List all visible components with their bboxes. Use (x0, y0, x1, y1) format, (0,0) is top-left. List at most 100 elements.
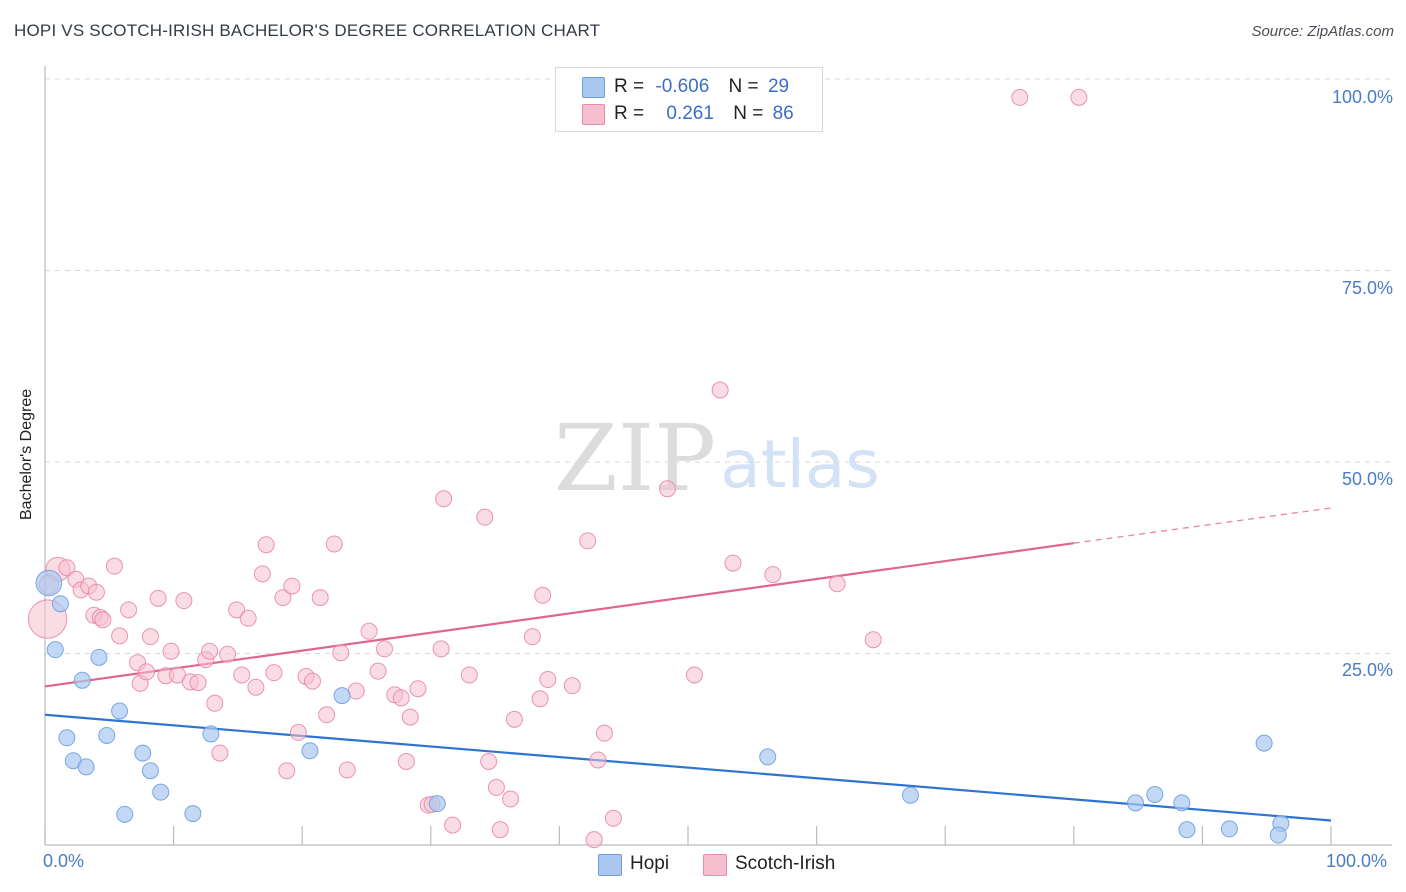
scotch-irish-point-37 (274, 589, 292, 607)
scotch-irish-point-45 (325, 535, 343, 553)
scotch-irish-trend-line (44, 542, 1074, 688)
scotch-irish-point-26 (201, 642, 219, 660)
watermark-atlas: atlas (720, 426, 880, 503)
scotch-irish-point-53 (392, 689, 410, 707)
hopi-point-3 (90, 648, 108, 666)
hopi-point-18 (428, 795, 446, 813)
scotch-irish-point-67 (502, 790, 520, 808)
scotch-irish-point-55 (401, 708, 419, 726)
scotch-irish-point-42 (303, 672, 321, 690)
legend-scotch-irish-swatch (582, 104, 605, 125)
hopi-point-11 (134, 744, 152, 762)
legend-hopi-swatch (582, 77, 605, 98)
legend-hopi-r-value: -0.606 (655, 76, 710, 97)
x-tick-100: 100.0% (1326, 851, 1388, 871)
hopi-point-4 (73, 671, 91, 689)
scotch-irish-point-62 (460, 666, 478, 684)
series-legend-hopi-swatch (598, 854, 622, 876)
scotch-irish-point-66 (491, 821, 509, 839)
series-legend-scotch-irish-swatch (703, 854, 727, 876)
y-tick-100: 100.0% (1331, 87, 1393, 107)
hopi-point-19 (759, 748, 777, 766)
hopi-point-21 (1127, 794, 1145, 812)
hopi-point-16 (116, 805, 134, 823)
legend-hopi-n-label: N = (728, 76, 759, 97)
scotch-irish-point-33 (247, 678, 265, 696)
scotch-irish-point-56 (409, 680, 427, 698)
hopi-point-13 (301, 742, 319, 760)
hopi-point-24 (1178, 821, 1196, 839)
hopi-point-20 (901, 786, 919, 804)
scotch-irish-point-38 (278, 762, 296, 780)
hopi-point-14 (333, 687, 351, 705)
series-legend: Hopi Scotch-Irish (0, 851, 1406, 877)
hopi-point-7 (98, 726, 116, 744)
scotch-irish-point-86 (1011, 88, 1029, 106)
hopi-point-28 (1269, 826, 1287, 844)
scotch-irish-point-82 (764, 566, 782, 584)
scotch-irish-point-79 (658, 480, 676, 498)
scotch-irish-point-63 (476, 508, 494, 526)
scotch-irish-point-75 (585, 831, 603, 849)
legend-scotch-irish-n-value: 86 (772, 103, 794, 124)
scotch-irish-point-74 (579, 532, 597, 550)
data-points (27, 88, 1290, 849)
hopi-point-10 (77, 758, 95, 776)
scotch-irish-point-17 (141, 628, 159, 646)
scotch-irish-point-27 (206, 694, 224, 712)
hopi-point-2 (46, 641, 64, 659)
trend-lines (44, 507, 1332, 822)
hopi-point-17 (184, 805, 202, 823)
hopi-point-8 (202, 725, 220, 743)
scotch-irish-point-65 (487, 779, 505, 797)
chart-title: HOPI VS SCOTCH-IRISH BACHELOR'S DEGREE C… (14, 21, 601, 40)
hopi-point-1 (51, 595, 69, 613)
hopi-point-25 (1220, 820, 1238, 838)
series-legend-scotch-irish-label: Scotch-Irish (735, 853, 836, 874)
scotch-irish-point-43 (311, 589, 329, 607)
hopi-trend-line (44, 713, 1332, 822)
scotch-irish-point-77 (595, 724, 613, 742)
scotch-irish-point-32 (239, 609, 257, 627)
scotch-irish-point-46 (332, 644, 350, 662)
legend-scotch-irish-r-value: 0.261 (666, 103, 714, 124)
scotch-irish-point-47 (338, 761, 356, 779)
scotch-irish-point-83 (828, 575, 846, 593)
scotch-irish-point-68 (505, 710, 523, 728)
scotch-irish-point-54 (397, 753, 415, 771)
scotch-irish-point-59 (432, 640, 450, 658)
scotch-irish-point-48 (347, 682, 365, 700)
hopi-point-26 (1255, 734, 1273, 752)
scotch-irish-point-20 (162, 642, 180, 660)
scotch-irish-point-30 (228, 601, 246, 619)
scotch-irish-point-60 (435, 490, 453, 508)
grid-lines (45, 78, 1392, 654)
scotch-irish-point-24 (189, 674, 207, 692)
scotch-irish-point-81 (724, 554, 742, 572)
scotch-irish-point-73 (563, 677, 581, 695)
scotch-irish-point-29 (219, 645, 237, 663)
scotch-irish-point-50 (369, 662, 387, 680)
axes (44, 66, 1392, 846)
scotch-irish-point-51 (376, 640, 394, 658)
scotch-irish-point-7 (105, 557, 123, 575)
hopi-point-5 (111, 702, 129, 720)
legend-scotch-irish-n-label: N = (733, 103, 764, 124)
watermark-zip: ZIP (554, 405, 716, 512)
scotch-irish-point-80 (685, 666, 703, 684)
scotch-irish-point-3 (58, 559, 76, 577)
scotch-irish-point-69 (523, 628, 541, 646)
scotch-irish-point-35 (257, 536, 275, 554)
legend-scotch-irish-row: R = 0.261 N = 86 (614, 103, 794, 125)
scotch-irish-point-13 (111, 627, 129, 645)
scotch-irish-point-76 (589, 751, 607, 769)
scotch-irish-point-31 (233, 666, 251, 684)
scotch-irish-point-28 (211, 744, 229, 762)
scotch-irish-point-72 (539, 671, 557, 689)
scotch-irish-point-36 (265, 664, 283, 682)
scotch-irish-point-87 (1070, 88, 1088, 106)
scotch-irish-point-84 (864, 631, 882, 649)
y-tick-50: 50.0% (1341, 469, 1393, 489)
scotch-irish-point-64 (480, 753, 498, 771)
